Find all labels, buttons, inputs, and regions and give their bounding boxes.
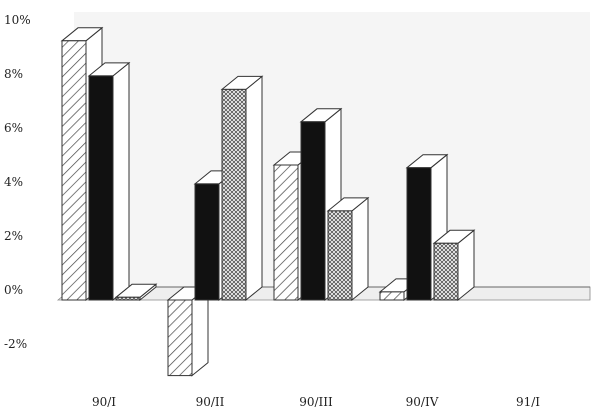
y-tick-label: 10% [4,13,31,27]
bar-front-face [62,41,86,300]
category-label: 90/I [92,395,116,409]
bar-side-face [113,63,129,300]
bar-solid [89,63,129,300]
bar-front-face [89,76,113,300]
bar-front-face [434,243,458,300]
y-tick-label: 4% [4,175,23,189]
bar-crosshatch [434,230,474,300]
y-tick-label: 0% [4,283,23,297]
bar-side-face [246,76,262,300]
category-label: 90/IV [406,395,439,409]
y-tick-label: 8% [4,67,23,81]
category-label: 90/III [299,395,333,409]
bar-front-face [328,211,352,300]
bar-front-face [301,122,325,300]
bar-front-face [195,184,219,300]
bar-front-face [407,168,431,300]
bar-side-face [352,198,368,300]
bar-front-face [168,300,192,376]
bar-front-face [116,297,140,300]
bar-crosshatch [222,76,262,300]
category-labels: 90/I 90/II 90/III 90/IV 91/I [92,395,540,409]
y-tick-label: -2% [4,337,27,351]
y-tick-label: 6% [4,121,23,135]
bar-front-face [380,292,404,300]
bar-front-face [274,165,298,300]
category-label: 91/I [516,395,540,409]
category-label: 90/II [196,395,225,409]
bar-front-face [222,89,246,300]
y-axis-tick-labels: 10% 8% 6% 4% 2% 0% -2% [4,13,31,351]
y-tick-label: 2% [4,229,23,243]
bar-crosshatch [328,198,368,300]
